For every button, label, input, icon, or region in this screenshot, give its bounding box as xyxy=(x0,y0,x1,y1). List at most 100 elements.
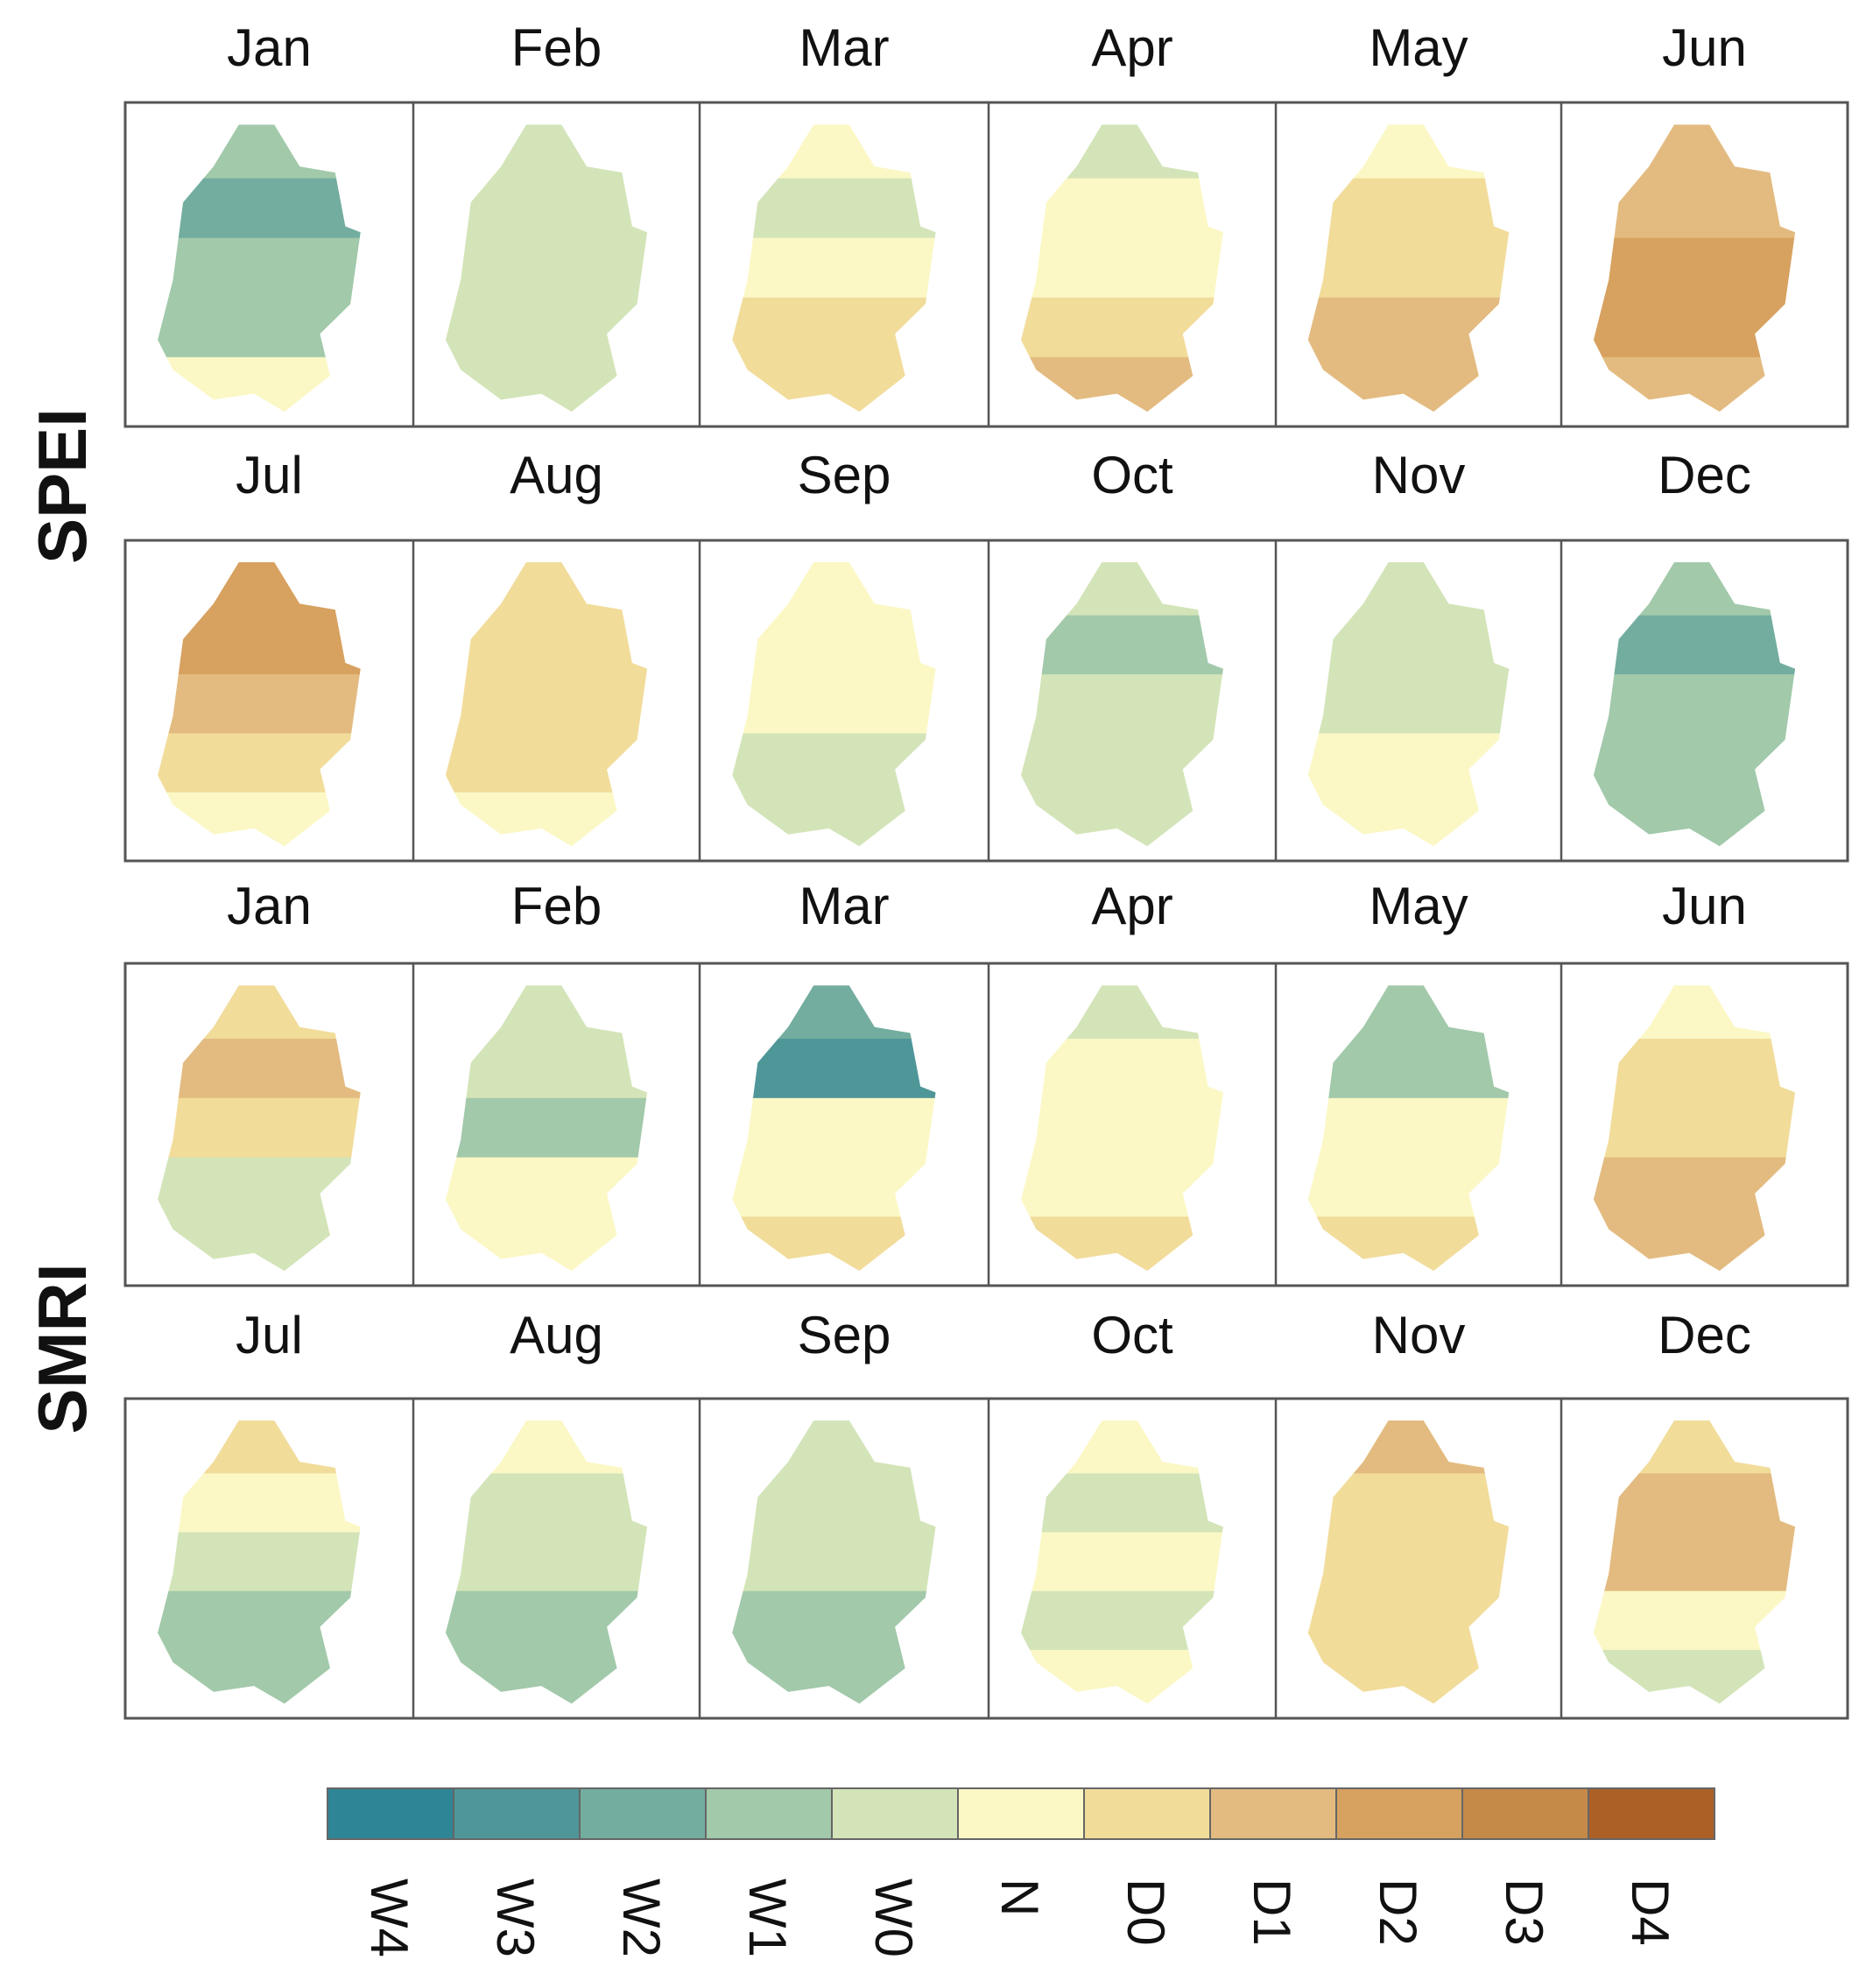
map-band xyxy=(1307,615,1510,675)
month-label: May xyxy=(1369,877,1468,935)
month-label: Jun xyxy=(1662,18,1747,77)
map-band xyxy=(1307,1157,1510,1218)
map-band xyxy=(158,733,361,793)
map-band xyxy=(1593,1097,1796,1159)
map-band xyxy=(445,733,648,793)
map-band xyxy=(1307,562,1510,617)
map-band xyxy=(1020,1097,1223,1159)
index-label-smri: SMRI xyxy=(24,1264,101,1435)
region-map xyxy=(732,985,936,1272)
map-band xyxy=(1020,124,1223,180)
map-band xyxy=(445,1420,648,1475)
map-band xyxy=(158,1216,361,1272)
map-band xyxy=(158,673,361,735)
month-label: Sep xyxy=(798,1306,891,1364)
map-band xyxy=(1020,178,1223,239)
map-band xyxy=(1020,1039,1223,1099)
map-band xyxy=(445,1532,648,1592)
map-band xyxy=(732,792,936,847)
map-band xyxy=(1307,124,1510,180)
map-band xyxy=(732,237,936,299)
month-label: Jul xyxy=(236,1306,303,1364)
region-map xyxy=(158,985,361,1272)
map-band xyxy=(158,1420,361,1475)
map-band xyxy=(732,178,936,239)
region-map xyxy=(445,124,648,412)
legend-swatch xyxy=(831,1787,959,1840)
month-label: Dec xyxy=(1658,446,1751,504)
region-map xyxy=(1020,124,1223,412)
map-band xyxy=(445,615,648,675)
region-map xyxy=(1307,124,1510,412)
month-label: Aug xyxy=(510,446,603,504)
month-label: Nov xyxy=(1372,1306,1466,1364)
panel-row-frame xyxy=(123,101,1849,428)
month-label: Apr xyxy=(1091,877,1172,935)
map-band xyxy=(1020,1473,1223,1533)
map-band xyxy=(158,1590,361,1651)
map-band xyxy=(732,985,936,1040)
map-band xyxy=(1020,985,1223,1040)
region-map xyxy=(732,1420,936,1704)
map-band xyxy=(1307,1039,1510,1099)
legend-label: D0 xyxy=(1116,1879,1175,1946)
region-map xyxy=(445,985,648,1272)
map-band xyxy=(732,124,936,180)
map-panels: Jan Feb Mar Apr May Jun Jul Aug Sep Oct Nov Dec Jan F… xyxy=(123,18,1849,1720)
map-band xyxy=(732,733,936,793)
map-band xyxy=(732,1473,936,1533)
month-label: Jan xyxy=(227,877,312,935)
map-band xyxy=(1593,1420,1796,1475)
map-band xyxy=(158,792,361,847)
map-band xyxy=(445,1157,648,1218)
legend-swatch xyxy=(957,1787,1085,1840)
panel-row-frame xyxy=(123,962,1849,1287)
map-band xyxy=(158,985,361,1040)
legend-label: D1 xyxy=(1243,1879,1301,1946)
map-band xyxy=(1307,1473,1510,1533)
map-band xyxy=(1307,356,1510,412)
month-label: Oct xyxy=(1091,446,1173,504)
map-band xyxy=(1307,1649,1510,1704)
map-band xyxy=(1593,562,1796,617)
legend-label: D4 xyxy=(1621,1879,1679,1946)
legend-label: W2 xyxy=(612,1879,671,1957)
legend-swatch xyxy=(705,1787,833,1840)
map-band xyxy=(158,237,361,299)
map-band xyxy=(445,356,648,412)
map-band xyxy=(445,178,648,239)
map-band xyxy=(1307,297,1510,358)
map-band xyxy=(445,1097,648,1159)
month-label: Mar xyxy=(799,18,889,77)
map-band xyxy=(1593,985,1796,1040)
map-band xyxy=(445,1590,648,1651)
month-label: Feb xyxy=(511,877,602,935)
map-band xyxy=(1020,1590,1223,1651)
map-band xyxy=(445,124,648,180)
month-label: May xyxy=(1369,18,1468,77)
map-band xyxy=(1593,124,1796,180)
legend-label: W1 xyxy=(738,1879,797,1957)
region-map xyxy=(1307,985,1510,1272)
map-band xyxy=(1593,792,1796,847)
map-band xyxy=(158,562,361,617)
map-band xyxy=(445,1216,648,1272)
map-band xyxy=(1020,297,1223,358)
map-band xyxy=(158,1157,361,1218)
region-map xyxy=(445,562,648,847)
month-label: Feb xyxy=(511,18,602,77)
map-band xyxy=(1593,1216,1796,1272)
map-band xyxy=(1020,792,1223,847)
map-band xyxy=(445,1649,648,1704)
legend-swatch xyxy=(1083,1787,1211,1840)
legend: W4 W3 W2 W1 W0 N D0 D1 D2 D3 D4 xyxy=(327,1787,1715,1957)
map-band xyxy=(732,356,936,412)
map-band xyxy=(1593,1532,1796,1592)
map-band xyxy=(1593,615,1796,675)
map-band xyxy=(445,237,648,299)
panel-row-frame xyxy=(123,539,1849,863)
map-band xyxy=(1020,1157,1223,1218)
region-map xyxy=(1593,1420,1796,1704)
map-band xyxy=(1593,356,1796,412)
